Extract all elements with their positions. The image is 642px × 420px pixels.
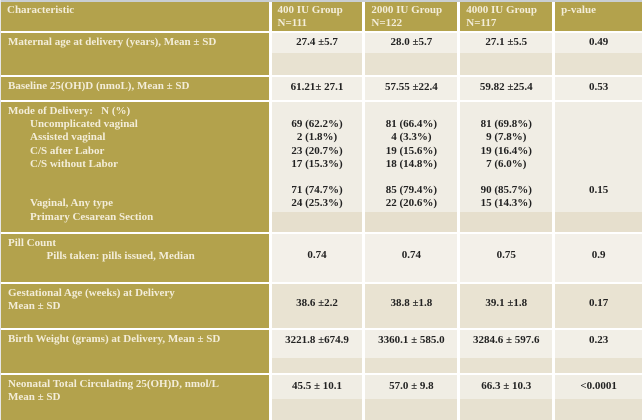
birth-weight-label: Birth Weight (grams) at Delivery, Mean ±…: [1, 330, 269, 373]
maternal-age-4000iu-value: 27.1 ±5.5: [457, 33, 553, 75]
baseline-25ohd-2000iu-value: 57.55 ±22.4: [362, 77, 458, 100]
pill-count-label: Pill Count Pills taken: pills issued, Me…: [1, 234, 269, 282]
table-row-mode-of-delivery: Mode of Delivery: N (%) Uncomplicated va…: [1, 100, 642, 232]
table-row-maternal-age: Maternal age at delivery (years), Mean ±…: [1, 31, 642, 75]
maternal-age-400iu-value: 27.4 ±5.7: [268, 33, 363, 75]
gestational-age-4000iu-value: 39.1 ±1.8: [457, 284, 553, 328]
baseline-25ohd-label: Baseline 25(OH)D (nmoL), Mean ± SD: [1, 77, 269, 100]
pill-count-400iu-value: 0.74: [268, 234, 363, 282]
pill-count-2000iu-value: 0.74: [362, 234, 458, 282]
header-p-value: p-value: [552, 2, 642, 31]
gestational-age-2000iu-value: 38.8 ±1.8: [362, 284, 458, 328]
table-row-baseline-25ohd: Baseline 25(OH)D (nmoL), Mean ± SD 61.21…: [1, 75, 642, 100]
table-row-pill-count: Pill Count Pills taken: pills issued, Me…: [1, 232, 642, 282]
neonatal-25ohd-4000iu-value: 66.3 ± 10.3: [457, 375, 553, 420]
mode-of-delivery-p-value: 0.15: [552, 102, 642, 232]
birth-weight-2000iu-value: 3360.1 ± 585.0: [362, 330, 458, 373]
gestational-age-400iu-value: 38.6 ±2.2: [268, 284, 363, 328]
header-400iu-group: 400 IU Group N=111: [268, 2, 363, 31]
table-row-gestational-age: Gestational Age (weeks) at Delivery Mean…: [1, 282, 642, 328]
maternal-age-label: Maternal age at delivery (years), Mean ±…: [1, 33, 269, 75]
table-header-row: Characteristic 400 IU Group N=111 2000 I…: [1, 0, 642, 31]
birth-weight-4000iu-value: 3284.6 ± 597.6: [457, 330, 553, 373]
header-2000iu-group: 2000 IU Group N=122: [362, 2, 458, 31]
gestational-age-p-value: 0.17: [552, 284, 642, 328]
birth-weight-p-value: 0.23: [552, 330, 642, 373]
mode-of-delivery-4000iu-values: 81 (69.8%) 9 (7.8%) 19 (16.4%) 7 (6.0%) …: [457, 102, 553, 232]
pill-count-p-value: 0.9: [552, 234, 642, 282]
neonatal-25ohd-p-value: <0.0001: [552, 375, 642, 420]
maternal-age-2000iu-value: 28.0 ±5.7: [362, 33, 458, 75]
mode-of-delivery-label: Mode of Delivery: N (%) Uncomplicated va…: [1, 102, 269, 232]
header-4000iu-group: 4000 IU Group N=117: [457, 2, 553, 31]
header-characteristic: Characteristic: [1, 2, 269, 31]
baseline-25ohd-p-value: 0.53: [552, 77, 642, 100]
neonatal-25ohd-2000iu-value: 57.0 ± 9.8: [362, 375, 458, 420]
table-row-neonatal-25ohd: Neonatal Total Circulating 25(OH)D, nmol…: [1, 373, 642, 420]
pill-count-4000iu-value: 0.75: [457, 234, 553, 282]
baseline-25ohd-4000iu-value: 59.82 ±25.4: [457, 77, 553, 100]
table-row-birth-weight: Birth Weight (grams) at Delivery, Mean ±…: [1, 328, 642, 373]
neonatal-25ohd-label: Neonatal Total Circulating 25(OH)D, nmol…: [1, 375, 269, 420]
mode-of-delivery-2000iu-values: 81 (66.4%) 4 (3.3%) 19 (15.6%) 18 (14.8%…: [362, 102, 458, 232]
gestational-age-label: Gestational Age (weeks) at Delivery Mean…: [1, 284, 269, 328]
birth-weight-400iu-value: 3221.8 ±674.9: [268, 330, 363, 373]
neonatal-25ohd-400iu-value: 45.5 ± 10.1: [268, 375, 363, 420]
mode-of-delivery-400iu-values: 69 (62.2%) 2 (1.8%) 23 (20.7%) 17 (15.3%…: [268, 102, 363, 232]
maternal-age-p-value: 0.49: [552, 33, 642, 75]
baseline-25ohd-400iu-value: 61.21± 27.1: [268, 77, 363, 100]
